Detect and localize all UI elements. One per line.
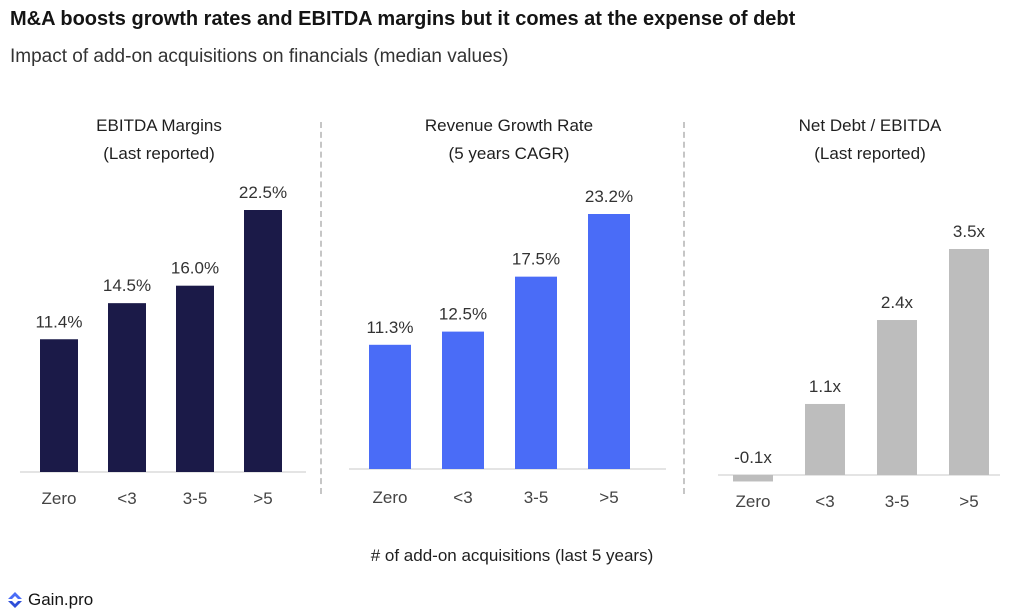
tick-label-2: 3-5 [524, 488, 549, 507]
tick-label-3: >5 [959, 492, 978, 511]
tick-label-1: <3 [815, 492, 834, 511]
ebitda-margins-panel: EBITDA Margins (Last reported) 11.4% Zero 14… [20, 116, 306, 508]
bar-1 [442, 331, 484, 469]
data-label-2: 16.0% [171, 259, 219, 278]
bar-1 [805, 403, 845, 475]
bar-1 [108, 303, 146, 472]
bar-0 [733, 475, 773, 482]
bar-0 [40, 339, 78, 472]
panel-divider-right [683, 122, 685, 494]
tick-label-1: <3 [117, 489, 136, 508]
gain-pro-logo-icon [8, 592, 22, 608]
data-label-3: 22.5% [239, 183, 287, 202]
panel-title-line-1: Revenue Growth Rate [425, 116, 593, 135]
bar-3 [588, 214, 630, 469]
panel-title-line-1: EBITDA Margins [96, 116, 222, 135]
data-label-1: 14.5% [103, 276, 151, 295]
net-debt-panel: Net Debt / EBITDA (Last reported) -0.1x Zer… [718, 116, 1000, 511]
data-label-0: 11.4% [36, 312, 83, 331]
x-axis-title: # of add-on acquisitions (last 5 years) [370, 546, 654, 565]
tick-label-3: >5 [599, 488, 618, 507]
tick-label-0: Zero [42, 489, 77, 508]
panel-title-line-2: (Last reported) [103, 144, 215, 163]
data-label-2: 2.4x [881, 293, 914, 312]
panel-title-line-2: (Last reported) [814, 144, 926, 163]
bar-2 [515, 276, 557, 469]
bar-3 [949, 249, 989, 475]
data-label-0: 11.3% [367, 318, 414, 337]
chart-title: M&A boosts growth rates and EBITDA margi… [10, 8, 796, 30]
panel-divider-left [320, 122, 322, 494]
data-label-2: 17.5% [512, 250, 560, 269]
revenue-growth-panel: Revenue Growth Rate (5 years CAGR) 11.3% Ze… [349, 116, 666, 507]
tick-label-0: Zero [373, 488, 408, 507]
bar-0 [369, 344, 411, 469]
tick-label-2: 3-5 [183, 489, 208, 508]
panel-title-line-2: (5 years CAGR) [449, 144, 570, 163]
bar-3 [244, 210, 282, 472]
data-label-3: 3.5x [953, 222, 986, 241]
gain-pro-logo: Gain.pro [6, 590, 93, 610]
bar-2 [176, 285, 214, 472]
tick-label-0: Zero [736, 492, 771, 511]
tick-label-2: 3-5 [885, 492, 910, 511]
panel-title-line-1: Net Debt / EBITDA [799, 116, 942, 135]
bar-2 [877, 320, 917, 475]
data-label-3: 23.2% [585, 187, 633, 206]
tick-label-3: >5 [253, 489, 272, 508]
data-label-0: -0.1x [734, 448, 772, 467]
logo-text: Gain.pro [28, 590, 94, 609]
data-label-1: 1.1x [809, 377, 842, 396]
chart-subtitle: Impact of add-on acquisitions on financi… [10, 46, 509, 67]
data-label-1: 12.5% [439, 305, 487, 324]
tick-label-1: <3 [453, 488, 472, 507]
